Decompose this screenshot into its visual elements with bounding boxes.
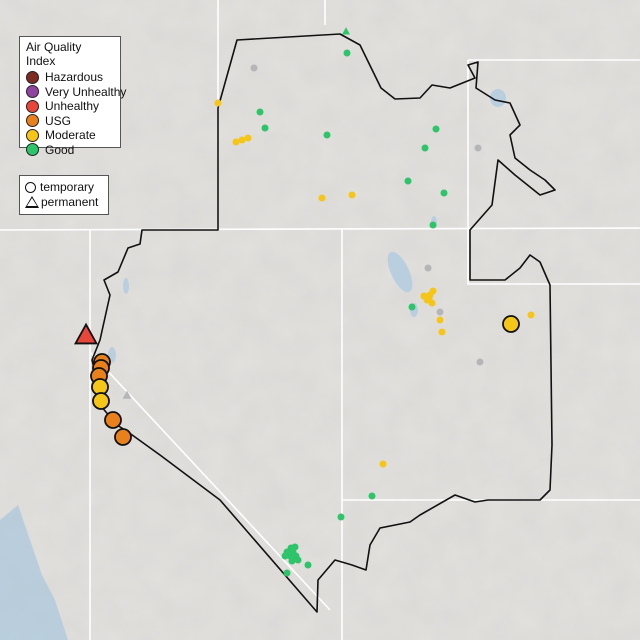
monitor-site[interactable]: [426, 291, 434, 299]
monitor-site[interactable]: [214, 99, 222, 107]
monitor-site[interactable]: [404, 177, 412, 185]
very-unhealthy-swatch: [26, 85, 39, 99]
temporary-monitor[interactable]: [92, 392, 110, 410]
permanent-monitor-unhealthy[interactable]: [73, 322, 99, 345]
legend-label: USG: [45, 113, 72, 128]
legend-label: Moderate: [45, 128, 96, 143]
monitor-site[interactable]: [440, 189, 448, 197]
permanent-monitor-no-data[interactable]: [122, 390, 132, 399]
legend-label: Hazardous: [45, 70, 104, 85]
legend-label: permanent: [41, 194, 99, 209]
monitor-site[interactable]: [343, 49, 351, 57]
monitor-site[interactable]: [232, 138, 240, 146]
legend-item-unhealthy: Unhealthy: [26, 99, 114, 114]
great-salt-lake: [387, 251, 413, 293]
legend-label: Unhealthy: [45, 99, 100, 114]
monitor-type-legend: temporary permanent: [19, 175, 109, 215]
monitor-site-no-data[interactable]: [424, 264, 432, 272]
monitor-site[interactable]: [318, 194, 326, 202]
monitor-site[interactable]: [436, 316, 444, 324]
legend-label: Good: [45, 142, 75, 157]
triangle-icon: [25, 195, 39, 208]
monitor-site[interactable]: [283, 569, 291, 577]
monitor-site[interactable]: [244, 134, 252, 142]
yellowstone-lake: [490, 89, 506, 107]
monitor-site[interactable]: [238, 136, 246, 144]
monitor-site[interactable]: [256, 108, 264, 116]
legend-label: temporary: [40, 180, 95, 195]
monitor-site[interactable]: [438, 328, 446, 336]
temporary-monitor[interactable]: [114, 428, 132, 446]
temporary-monitor[interactable]: [502, 315, 520, 333]
monitor-site[interactable]: [281, 552, 289, 560]
legend-item-good: Good: [26, 143, 114, 158]
monitor-site-no-data[interactable]: [436, 308, 444, 316]
legend-item-moderate: Moderate: [26, 128, 114, 143]
monitor-sites: [73, 27, 535, 577]
good-swatch: [26, 143, 39, 157]
legend-title: Air Quality Index: [26, 40, 82, 68]
monitor-site[interactable]: [348, 191, 356, 199]
monitor-site[interactable]: [368, 492, 376, 500]
legend-label: Very Unhealthy: [45, 84, 127, 99]
monitor-site[interactable]: [261, 124, 269, 132]
monitor-site[interactable]: [432, 125, 440, 133]
monitor-site-no-data[interactable]: [250, 64, 258, 72]
monitor-site[interactable]: [379, 460, 387, 468]
usg-swatch: [26, 114, 39, 128]
pyramid-lake: [123, 278, 129, 294]
circle-icon: [25, 181, 36, 193]
monitor-site[interactable]: [323, 131, 331, 139]
monitor-site[interactable]: [289, 548, 297, 556]
moderate-swatch: [26, 128, 39, 142]
permanent-monitor[interactable]: [342, 27, 350, 35]
monitor-site[interactable]: [304, 561, 312, 569]
monitor-site[interactable]: [408, 303, 416, 311]
monitor-site[interactable]: [429, 221, 437, 229]
region-boundary: [91, 33, 556, 613]
monitor-site[interactable]: [337, 513, 345, 521]
legend-item-usg: USG: [26, 114, 114, 129]
temporary-monitor[interactable]: [104, 411, 122, 429]
legend-item-hazardous: Hazardous: [26, 70, 114, 85]
legend-item-very-unhealthy: Very Unhealthy: [26, 85, 126, 100]
monitor-site[interactable]: [294, 556, 302, 564]
legend-item-temporary: temporary: [25, 180, 103, 195]
legend-item-permanent: permanent: [25, 195, 103, 210]
monitor-site-no-data[interactable]: [476, 358, 484, 366]
monitor-site[interactable]: [527, 311, 535, 319]
monitor-site[interactable]: [421, 144, 429, 152]
aqi-legend: Air Quality Index Hazardous Very Unhealt…: [19, 36, 126, 157]
monitor-site-no-data[interactable]: [474, 144, 482, 152]
hazardous-swatch: [26, 70, 39, 84]
unhealthy-swatch: [26, 99, 39, 113]
